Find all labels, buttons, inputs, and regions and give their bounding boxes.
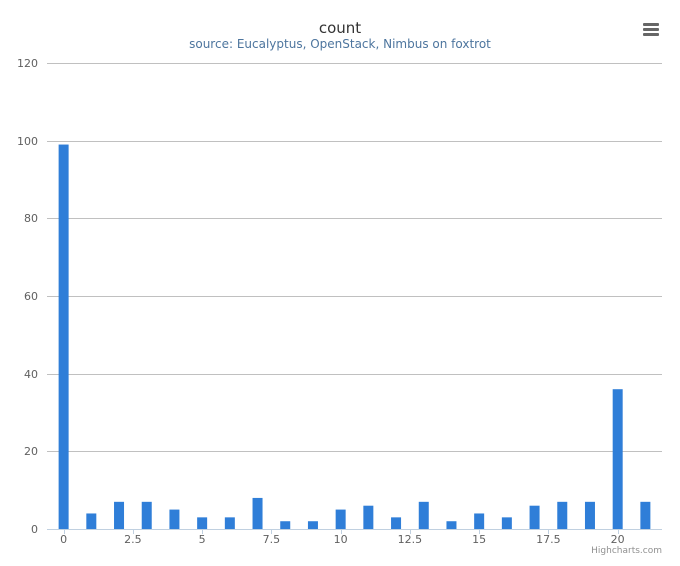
bar-series	[58, 144, 651, 530]
y-tick-label-80: 80	[24, 212, 38, 225]
chart-subtitle: source: Eucalyptus, OpenStack, Nimbus on…	[189, 37, 491, 51]
x-tick-label-15: 15	[472, 533, 486, 546]
y-tick-label-120: 120	[17, 57, 38, 70]
bar-8	[280, 521, 291, 529]
x-tick-label-7.5: 7.5	[263, 533, 281, 546]
x-tick-label-0: 0	[60, 533, 67, 546]
bar-5	[197, 517, 208, 529]
y-tick-label-100: 100	[17, 135, 38, 148]
export-menu-button[interactable]	[638, 18, 664, 40]
y-tick-label-40: 40	[24, 368, 38, 381]
bar-16	[501, 517, 512, 529]
y-tick-label-20: 20	[24, 445, 38, 458]
x-axis-ticks	[64, 529, 619, 534]
x-tick-label-5: 5	[199, 533, 206, 546]
x-tick-label-20: 20	[611, 533, 625, 546]
bar-14	[446, 521, 457, 529]
bar-10	[335, 509, 346, 529]
bar-12	[391, 517, 402, 529]
x-tick-label-10: 10	[334, 533, 348, 546]
bar-15	[474, 513, 485, 529]
y-tick-label-0: 0	[31, 523, 38, 536]
bar-13	[418, 501, 429, 529]
bar-20	[612, 389, 623, 529]
bar-11	[363, 505, 374, 529]
bar-21	[640, 501, 651, 529]
x-axis-labels: 0 2.5 5 7.5 10 12.5 15 17.5 20	[60, 533, 625, 546]
y-tick-label-60: 60	[24, 290, 38, 303]
bar-7	[252, 497, 263, 529]
bar-6	[224, 517, 235, 529]
x-tick-label-17.5: 17.5	[536, 533, 561, 546]
bar-2	[114, 501, 125, 529]
y-axis-labels: 0 20 40 60 80 100 120	[17, 57, 38, 536]
bar-19	[584, 501, 595, 529]
bar-9	[307, 521, 318, 529]
x-tick-label-12.5: 12.5	[398, 533, 423, 546]
chart-title: count	[319, 19, 361, 37]
credits-link[interactable]: Highcharts.com	[591, 546, 662, 556]
bar-1	[86, 513, 97, 529]
bar-17	[529, 505, 540, 529]
bar-18	[557, 501, 568, 529]
grid-lines	[47, 63, 662, 452]
hamburger-menu-icon	[643, 23, 659, 36]
bar-0	[58, 144, 69, 530]
x-tick-label-2.5: 2.5	[124, 533, 142, 546]
bar-3	[141, 501, 152, 529]
bar-4	[169, 509, 180, 529]
